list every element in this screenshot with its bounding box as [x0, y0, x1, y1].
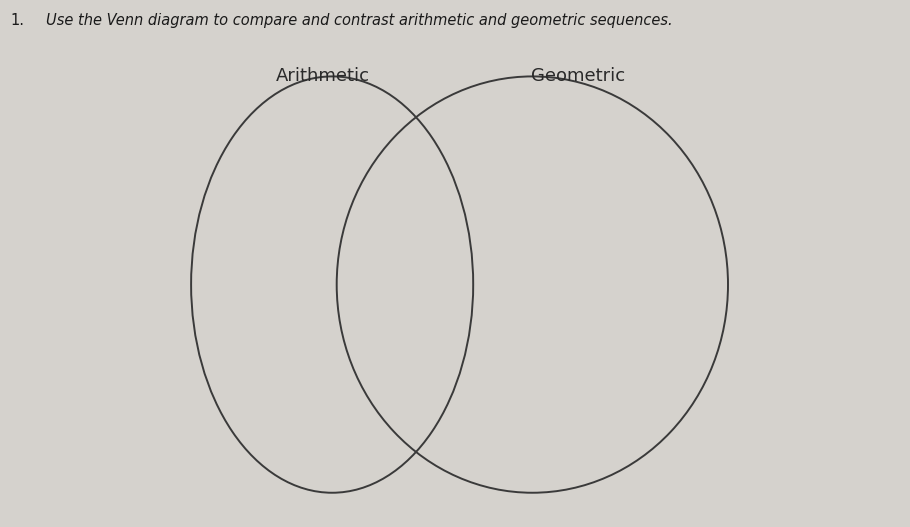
Text: Use the Venn diagram to compare and contrast arithmetic and geometric sequences.: Use the Venn diagram to compare and cont…: [46, 13, 672, 28]
Text: Arithmetic: Arithmetic: [276, 67, 370, 85]
Text: Geometric: Geometric: [531, 67, 625, 85]
Text: 1.: 1.: [11, 13, 25, 28]
